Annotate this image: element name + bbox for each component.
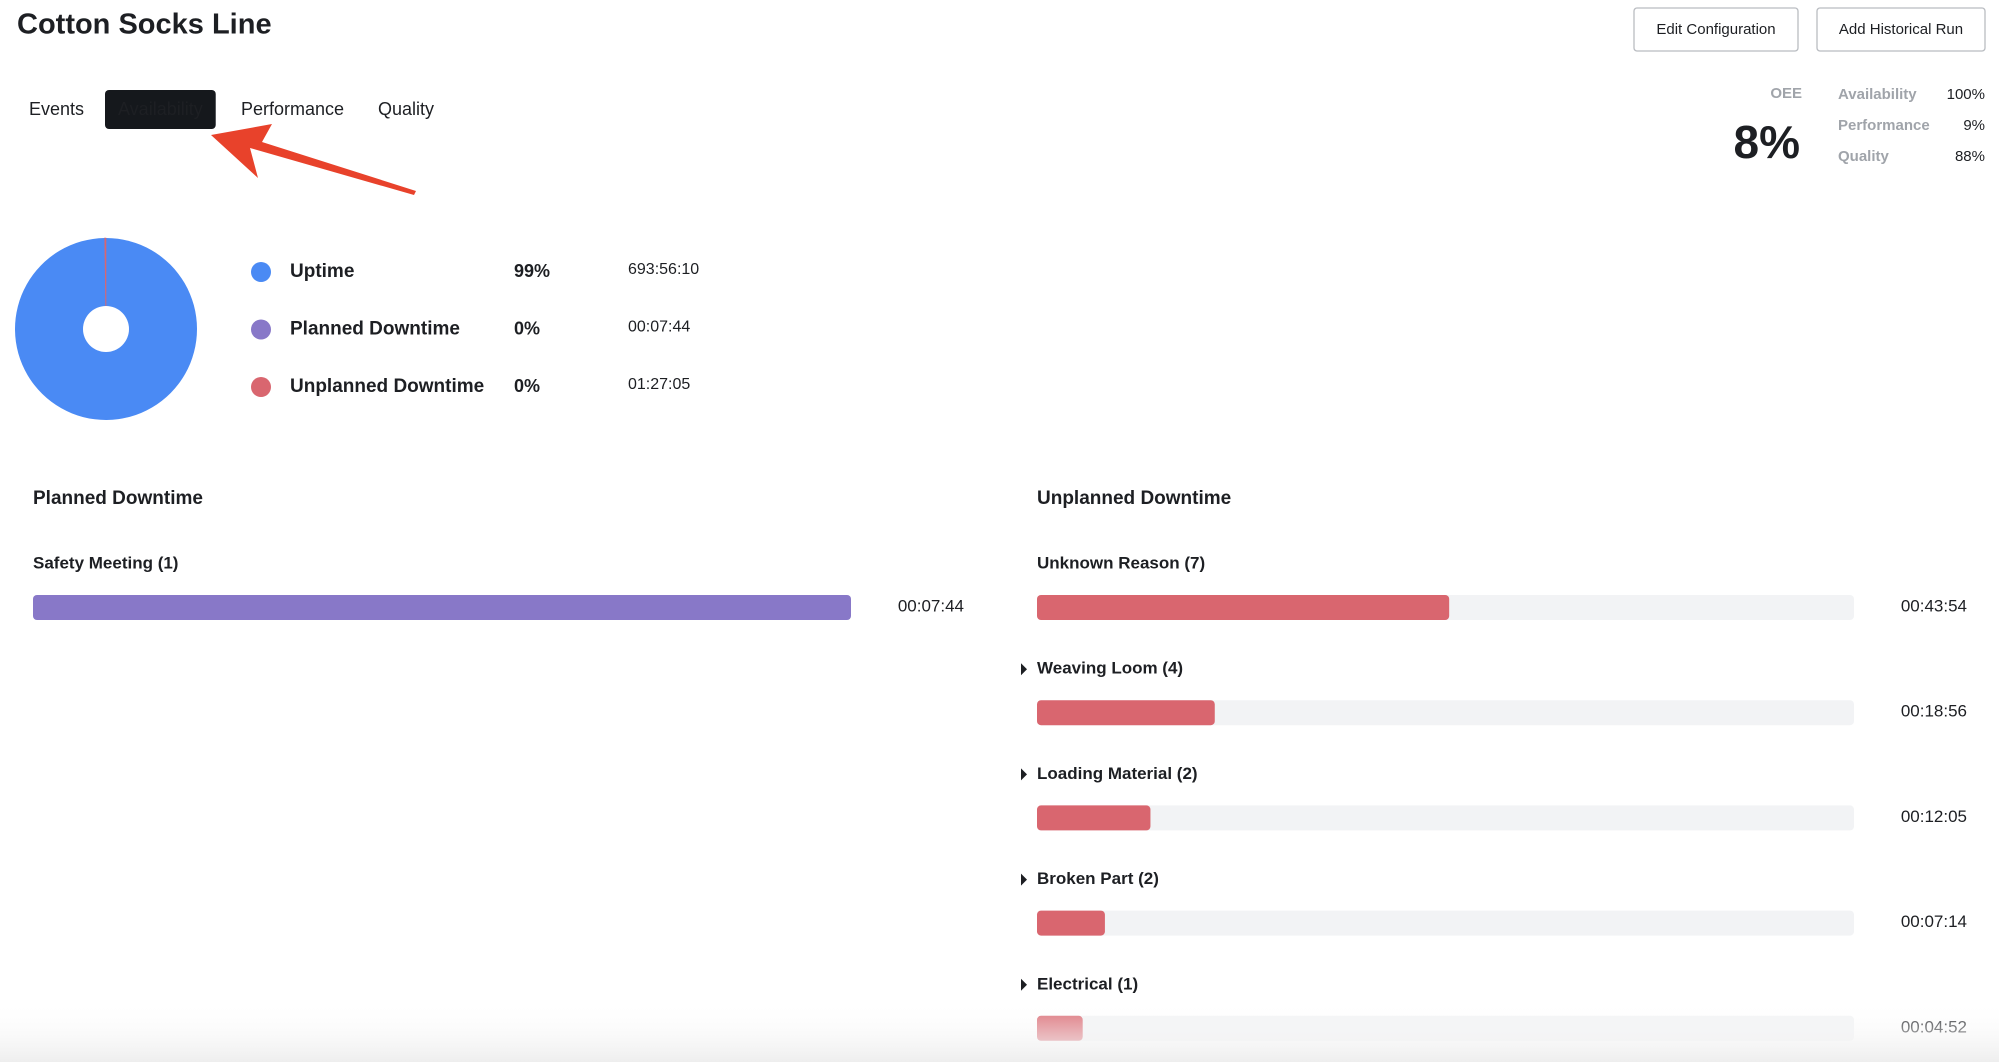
button-label[interactable]: Add Historical Run	[1839, 21, 1963, 38]
bar-track	[1037, 700, 1854, 726]
reason-label[interactable]: Weaving Loom (4)	[1037, 659, 1183, 678]
tab[interactable]: Quality	[378, 99, 434, 119]
legend-dot	[251, 319, 271, 340]
metric-label: Performance	[1838, 117, 1930, 134]
reason-duration: 00:07:14	[1901, 912, 1967, 931]
tab[interactable]: Events	[29, 99, 84, 119]
reason-label[interactable]: Loading Material (2)	[1037, 764, 1198, 783]
bar-track	[1037, 805, 1854, 831]
bar	[1037, 595, 1450, 620]
legend-dot	[251, 262, 271, 282]
reason-label[interactable]: Electrical (1)	[1037, 974, 1138, 993]
bar	[1037, 910, 1105, 936]
expand-caret[interactable]	[1021, 663, 1027, 676]
bottom-fade	[0, 1000, 1999, 1062]
reason-duration: 00:43:54	[1901, 596, 1967, 615]
legend-label: Uptime	[290, 261, 354, 282]
expand-caret[interactable]	[1021, 768, 1027, 781]
oee-value: 8%	[1734, 116, 1800, 168]
metric-value: 88%	[1955, 148, 1985, 165]
reason-duration: 00:12:05	[1901, 807, 1967, 826]
legend-percent: 0%	[514, 376, 540, 396]
legend-percent: 0%	[514, 318, 540, 338]
legend-label: Planned Downtime	[290, 319, 460, 340]
legend-duration: 00:07:44	[628, 319, 690, 336]
reason-label: Safety Meeting (1)	[33, 553, 178, 572]
button[interactable]	[1816, 7, 1986, 52]
metric-value: 100%	[1947, 86, 1985, 103]
reason-label: Unknown Reason (7)	[1037, 553, 1205, 572]
annotation-arrow	[211, 124, 416, 195]
legend-label: Unplanned Downtime	[290, 376, 484, 397]
bar	[33, 595, 851, 620]
legend-duration: 693:56:10	[628, 261, 699, 278]
metric-label: Availability	[1838, 86, 1917, 103]
metric-label: Quality	[1838, 148, 1890, 165]
reason-duration: 00:18:56	[1901, 702, 1967, 721]
tab-active-bg[interactable]	[105, 90, 216, 129]
expand-caret[interactable]	[1021, 873, 1027, 886]
bar	[1037, 805, 1151, 831]
page-title: Cotton Socks Line	[17, 9, 272, 41]
bar	[1037, 700, 1215, 726]
legend-percent: 99%	[514, 261, 550, 281]
reason-label[interactable]: Broken Part (2)	[1037, 869, 1159, 888]
expand-caret[interactable]	[1021, 978, 1027, 991]
section-title: Planned Downtime	[33, 488, 203, 509]
donut-hole	[83, 306, 129, 352]
button[interactable]	[1633, 7, 1799, 52]
tab[interactable]: Performance	[241, 99, 344, 119]
legend-duration: 01:27:05	[628, 376, 690, 393]
button-label[interactable]: Edit Configuration	[1656, 21, 1775, 38]
reason-duration: 00:07:44	[898, 596, 964, 615]
oee-label: OEE	[1770, 85, 1802, 102]
metric-value: 9%	[1963, 117, 1985, 134]
tab[interactable]: Availability	[118, 99, 203, 119]
section-title: Unplanned Downtime	[1037, 488, 1231, 509]
legend-dot	[251, 377, 271, 397]
bar-track	[1037, 910, 1854, 936]
